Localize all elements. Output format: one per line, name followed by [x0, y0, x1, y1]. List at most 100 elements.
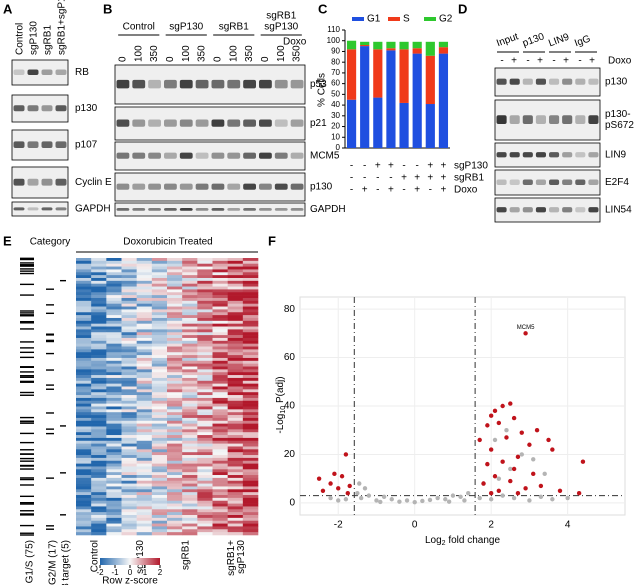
blot-band: [116, 119, 130, 127]
heatmap-cell: [121, 352, 137, 356]
heatmap-cell: [76, 337, 92, 342]
blot-band: [562, 115, 573, 124]
doxo-sign: +: [537, 56, 543, 67]
blot-band: [13, 178, 25, 186]
heatmap-cell: [76, 520, 92, 524]
heatmap-cell: [212, 409, 228, 413]
heatmap-cell: [136, 372, 153, 376]
heatmap-cell: [182, 412, 198, 416]
heatmap-cell: [227, 329, 244, 333]
heatmap-cell: [151, 260, 168, 265]
heatmap-cell: [121, 449, 137, 453]
heatmap-cell: [121, 489, 137, 493]
heatmap-cell: [227, 363, 244, 367]
heatmap-cell: [212, 423, 228, 427]
heatmap-cell: [227, 349, 244, 353]
heatmap-cell: [91, 506, 107, 510]
heatmap-cell: [91, 337, 107, 342]
heatmap-cell: [167, 275, 183, 279]
heatmap-cell: [212, 480, 228, 484]
heatmap-cell: [106, 377, 122, 382]
blot-band: [549, 78, 560, 85]
heatmap-cell: [151, 420, 168, 424]
heatmap-cell: [76, 455, 92, 459]
heatmap-cell: [106, 400, 122, 404]
heatmap-cell: [182, 315, 198, 319]
heatmap-cell: [167, 515, 183, 519]
heatmap-cell: [167, 300, 183, 304]
point: [481, 481, 486, 486]
heatmap-cell: [227, 400, 244, 404]
heatmap-cell: [227, 523, 244, 527]
heatmap-cell: [182, 340, 198, 344]
blot-band: [274, 207, 288, 211]
heatmap-cell: [212, 283, 228, 287]
heatmap-cell: [136, 363, 153, 367]
group-label: sgRB1: [266, 11, 296, 22]
heatmap-cell: [121, 395, 137, 399]
blot-band: [132, 79, 146, 89]
heatmap-cell: [227, 532, 244, 536]
point: [412, 499, 417, 505]
heatmap-cell: [136, 423, 153, 427]
y-tick-label: 20: [331, 122, 340, 131]
point: [531, 471, 536, 477]
heatmap-cell: [151, 329, 168, 333]
heatmap-cell: [167, 315, 183, 319]
heatmap-cell: [136, 326, 153, 330]
heatmap-cell: [197, 386, 213, 390]
heatmap-cell: [151, 495, 168, 499]
heatmap-cell: [182, 375, 198, 379]
heatmap-cell: [91, 469, 107, 473]
heatmap-cell: [151, 269, 168, 273]
heatmap-cell: [91, 529, 107, 533]
heatmap-cell: [76, 446, 92, 450]
heatmap-cell: [242, 386, 259, 390]
heatmap-cell: [121, 397, 137, 402]
heatmap-cell: [136, 435, 153, 439]
heatmap-cell: [227, 266, 244, 270]
heatmap-cell: [242, 400, 259, 404]
colorbar-tick-label: 2: [158, 568, 163, 577]
heatmap-cell: [242, 315, 259, 319]
heatmap-cell: [242, 512, 259, 516]
heatmap-cell: [136, 340, 153, 344]
heatmap-cell: [91, 395, 107, 399]
heatmap-cell: [167, 263, 183, 267]
condition-label: sgP130: [236, 540, 247, 574]
heatmap-cell: [121, 486, 137, 490]
heatmap-cell: [91, 357, 107, 362]
heatmap-cell: [212, 509, 228, 513]
heatmap-cell: [242, 397, 259, 402]
heatmap-cell: [91, 300, 107, 304]
blot-band: [509, 78, 520, 85]
heatmap-cell: [227, 335, 244, 339]
point: [355, 491, 360, 496]
heatmap-cell: [76, 375, 92, 379]
point: [504, 428, 509, 433]
heatmap-cell: [151, 277, 168, 282]
heatmap-cell: [151, 355, 168, 359]
heatmap-cell: [227, 449, 244, 453]
heatmap-cell: [242, 377, 259, 382]
heatmap-cell: [91, 409, 107, 413]
heatmap-cell: [227, 492, 244, 496]
heatmap-cell: [242, 335, 259, 339]
condition-sign: -: [402, 161, 405, 172]
heatmap-cell: [76, 423, 92, 427]
heatmap-cell: [227, 366, 244, 370]
colorbar-tick-label: -1: [111, 568, 119, 577]
heatmap-cell: [182, 286, 198, 290]
heatmap-cell: [227, 280, 244, 285]
heatmap-cell: [182, 423, 198, 427]
heatmap-cell: [197, 263, 213, 267]
heatmap-title: Doxorubicin Treated: [123, 237, 213, 248]
heatmap-cell: [136, 297, 153, 302]
heatmap-cell: [227, 320, 244, 324]
heatmap-cell: [91, 355, 107, 359]
heatmap-cell: [136, 346, 153, 350]
heatmap-cell: [151, 400, 168, 404]
heatmap-cell: [182, 360, 198, 364]
heatmap-cell: [121, 512, 137, 516]
blot-band: [509, 207, 520, 213]
